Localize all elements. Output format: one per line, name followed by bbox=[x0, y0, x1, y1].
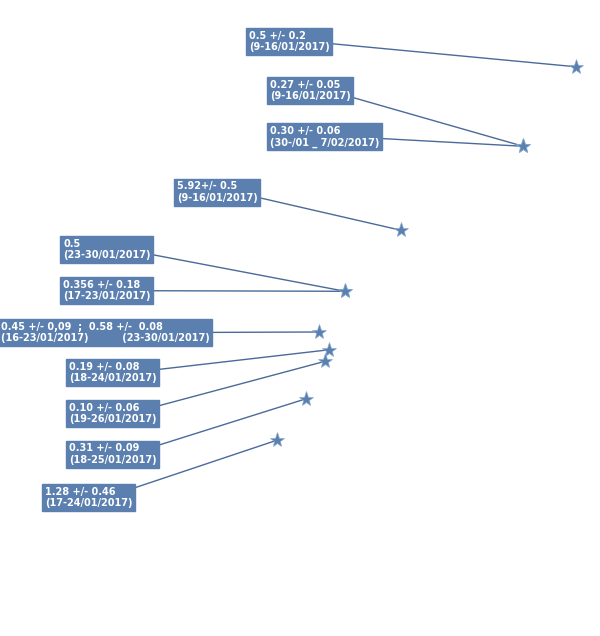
Text: 0.19 +/- 0.08
(18-24/01/2017): 0.19 +/- 0.08 (18-24/01/2017) bbox=[69, 362, 157, 384]
Text: 0.45 +/- 0,09  ;  0.58 +/-  0.08
(16-23/01/2017)          (23-30/01/2017): 0.45 +/- 0,09 ; 0.58 +/- 0.08 (16-23/01/… bbox=[1, 322, 209, 343]
Text: 5.92+/- 0.5
(9-16/01/2017): 5.92+/- 0.5 (9-16/01/2017) bbox=[177, 181, 258, 203]
Text: 0.356 +/- 0.18
(17-23/01/2017): 0.356 +/- 0.18 (17-23/01/2017) bbox=[63, 280, 151, 301]
Text: 0.5 +/- 0.2
(9-16/01/2017): 0.5 +/- 0.2 (9-16/01/2017) bbox=[249, 31, 330, 52]
Text: 0.30 +/- 0.06
(30-/01 _ 7/02/2017): 0.30 +/- 0.06 (30-/01 _ 7/02/2017) bbox=[270, 126, 379, 148]
Text: 1.28 +/- 0.46
(17-24/01/2017): 1.28 +/- 0.46 (17-24/01/2017) bbox=[45, 487, 133, 508]
Text: 0.27 +/- 0.05
(9-16/01/2017): 0.27 +/- 0.05 (9-16/01/2017) bbox=[270, 80, 351, 101]
Text: 0.5
(23-30/01/2017): 0.5 (23-30/01/2017) bbox=[63, 238, 151, 260]
Text: 0.31 +/- 0.09
(18-25/01/2017): 0.31 +/- 0.09 (18-25/01/2017) bbox=[69, 443, 157, 465]
Text: 0.10 +/- 0.06
(19-26/01/2017): 0.10 +/- 0.06 (19-26/01/2017) bbox=[69, 403, 157, 424]
